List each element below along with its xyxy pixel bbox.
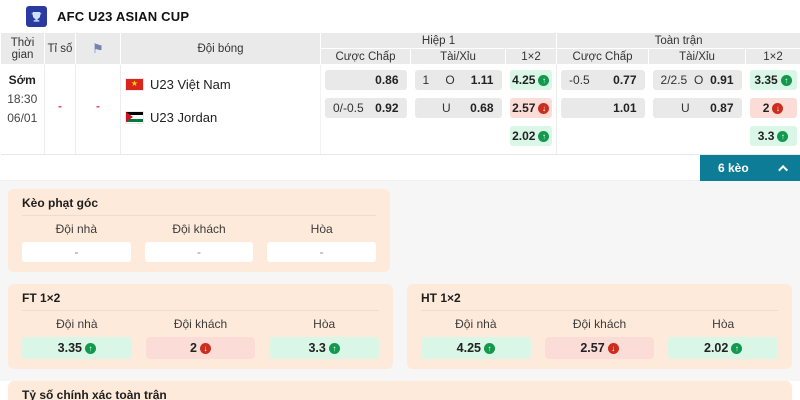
ht-card-home-odds[interactable]: 4.25	[421, 337, 531, 359]
ft-card-draw-odds[interactable]: 3.3	[269, 337, 380, 359]
h1-handicap-cell: 0.86 0/-0.5 0.92	[320, 64, 411, 155]
ft-1x2-home-odds[interactable]: 3.35	[749, 70, 797, 90]
odds-table: Thời gian Tỉ số ⚑ Đội bóng Hiệp 1 Toàn t…	[0, 32, 800, 155]
ft-1x2-card: FT 1×2 Đội nhà 3.35 Đội khách 2	[8, 284, 393, 369]
corners-value: -	[96, 99, 100, 113]
corner-draw-odds[interactable]: -	[267, 242, 377, 262]
ft-home-header: Đội nhà	[56, 317, 98, 331]
ft-1x2-away-odds[interactable]: 2	[749, 98, 797, 118]
ht-card-away-odds[interactable]: 2.57	[544, 337, 655, 359]
corner-flag-icon: ⚑	[92, 40, 104, 56]
ht-draw-header: Hòa	[712, 317, 735, 331]
ht-away-header: Đội khách	[572, 317, 627, 331]
chevron-up-icon	[778, 164, 789, 175]
league-header: AFC U23 ASIAN CUP	[0, 0, 800, 32]
trend-icon	[538, 130, 550, 142]
trend-icon	[607, 342, 619, 354]
col-header-time: Thời gian	[0, 32, 45, 65]
match-kickoff-time: 18:30	[7, 92, 38, 106]
trend-icon	[484, 342, 495, 354]
ft-1x2-title: FT 1×2	[22, 291, 379, 311]
vietnam-flag-icon: ★	[126, 78, 143, 90]
page-title: AFC U23 ASIAN CUP	[57, 8, 190, 24]
trend-icon	[85, 342, 96, 354]
h1-over-odds[interactable]: 1 O 1.11	[414, 70, 502, 90]
trend-icon	[780, 74, 792, 86]
ft-1x2-cell: 3.35 2 3.3	[745, 64, 800, 155]
col-header-ft-handicap: Cược Chấp	[556, 48, 650, 65]
trend-icon	[328, 342, 340, 354]
table-footer: 6 kèo	[0, 155, 800, 181]
more-odds-button[interactable]: 6 kèo	[700, 155, 800, 181]
correct-score-card: Tỷ số chính xác toàn trận 1 - 0 - 2 - 0 …	[8, 381, 792, 400]
col-header-score: Tỉ số	[44, 32, 76, 65]
h1-under-odds[interactable]: U 0.68	[414, 98, 502, 118]
h1-handicap-home-odds[interactable]: 0.86	[325, 70, 407, 90]
match-row: Sớm 18:30 06/01 - - ★ U23 Việt Nam	[0, 64, 800, 155]
match-time-status: Sớm	[8, 73, 36, 87]
match-time-cell: Sớm 18:30 06/01	[0, 64, 45, 155]
h1-over-under-cell: 1 O 1.11 U 0.68	[410, 64, 506, 155]
ft-card-home-odds[interactable]: 3.35	[22, 337, 132, 359]
ft-draw-header: Hòa	[313, 317, 336, 331]
group-header-full-time: Toàn trận	[556, 32, 800, 49]
corner-draw-header: Hòa	[310, 222, 333, 236]
ft-handicap-home-odds[interactable]: -0.5 0.77	[561, 70, 645, 90]
h1-1x2-cell: 4.25 2.57 2.02	[505, 64, 558, 155]
trend-icon	[538, 74, 550, 86]
trend-icon	[199, 342, 211, 354]
extra-markets: Kèo phạt góc Đội nhà - Đội khách - Hòa -…	[0, 181, 800, 400]
ft-handicap-away-odds[interactable]: 1.01	[561, 98, 645, 118]
col-header-h1-handicap: Cược Chấp	[320, 48, 411, 65]
corner-home-odds[interactable]: -	[22, 242, 131, 262]
col-header-corners: ⚑	[75, 32, 121, 65]
away-team-name: U23 Jordan	[150, 109, 218, 125]
corner-odds-card: Kèo phạt góc Đội nhà - Đội khách - Hòa -	[8, 189, 390, 272]
h1-1x2-draw-odds[interactable]: 2.02	[509, 126, 553, 146]
ht-home-header: Đội nhà	[455, 317, 497, 331]
corner-away-header: Đội khách	[172, 222, 226, 236]
h1-1x2-away-odds[interactable]: 2.57	[509, 98, 553, 118]
home-team-name: U23 Việt Nam	[150, 76, 231, 92]
ft-under-odds[interactable]: U 0.87	[652, 98, 742, 118]
ht-1x2-title: HT 1×2	[421, 291, 778, 311]
corner-home-header: Đội nhà	[55, 222, 98, 236]
ft-1x2-draw-odds[interactable]: 3.3	[749, 126, 797, 146]
col-header-team: Đội bóng	[120, 32, 321, 65]
col-header-ft-over-under: Tài/Xỉu	[648, 48, 747, 65]
score-value: -	[58, 99, 62, 113]
corner-away-odds[interactable]: -	[144, 242, 254, 262]
h1-1x2-home-odds[interactable]: 4.25	[509, 70, 553, 90]
col-header-h1-1x2: 1×2	[504, 48, 558, 65]
trend-icon	[777, 130, 789, 142]
ft-over-under-cell: 2/2.5 O 0.91 U 0.87	[648, 64, 746, 155]
col-header-ft-1x2: 1×2	[745, 48, 800, 65]
afc-u23-asian-cup-logo-icon	[26, 5, 47, 27]
trend-icon	[538, 102, 550, 114]
match-score-cell: -	[44, 64, 76, 155]
trend-icon	[731, 342, 743, 354]
trend-icon	[772, 102, 784, 114]
col-header-h1-over-under: Tài/Xỉu	[410, 48, 506, 65]
corner-odds-title: Kèo phạt góc	[22, 196, 376, 216]
match-corners-cell: -	[75, 64, 121, 155]
ft-card-away-odds[interactable]: 2	[145, 337, 256, 359]
group-header-first-half: Hiệp 1	[319, 32, 558, 49]
away-team-row[interactable]: U23 Jordan	[121, 103, 320, 131]
teams-cell: ★ U23 Việt Nam U23 Jordan	[120, 64, 321, 155]
ft-over-odds[interactable]: 2/2.5 O 0.91	[652, 70, 742, 90]
correct-score-title: Tỷ số chính xác toàn trận	[22, 388, 778, 400]
ht-1x2-card: HT 1×2 Đội nhà 4.25 Đội khách 2.57	[407, 284, 792, 369]
ft-handicap-cell: -0.5 0.77 1.01	[556, 64, 649, 155]
jordan-flag-icon	[126, 111, 143, 123]
ht-card-draw-odds[interactable]: 2.02	[668, 337, 779, 359]
ft-away-header: Đội khách	[173, 317, 228, 331]
match-date: 06/01	[7, 111, 38, 125]
h1-handicap-away-odds[interactable]: 0/-0.5 0.92	[325, 98, 407, 118]
home-team-row[interactable]: ★ U23 Việt Nam	[121, 70, 320, 98]
